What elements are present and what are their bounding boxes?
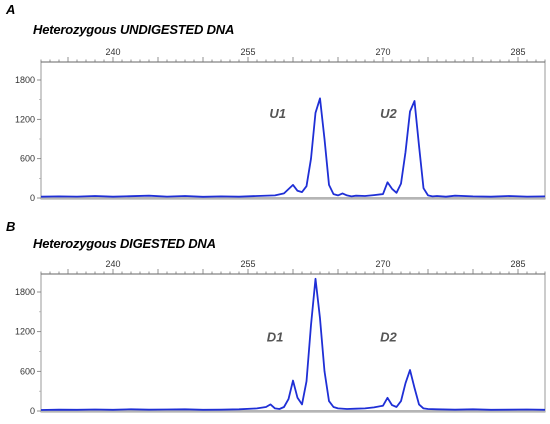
chart-b-y-tick-label: 600 <box>20 366 35 376</box>
chart-a-y-tick-label: 600 <box>20 154 35 164</box>
chart-a-x-tick-label: 285 <box>510 47 525 57</box>
chart-a-y-tick-label: 1200 <box>15 114 35 124</box>
chart-b-series-trace <box>40 277 546 411</box>
chart-b-x-tick-label: 285 <box>510 259 525 269</box>
chart-a-peak-label: U1 <box>269 106 286 121</box>
chart-b-frame <box>40 273 546 413</box>
chart-b-peak-label: D2 <box>380 330 397 345</box>
panel-a-label: A <box>6 2 16 17</box>
chart-a-x-tick-label: 240 <box>105 47 120 57</box>
chart-a-y-tick-label: 0 <box>30 193 35 203</box>
chart-b-peak-label: D1 <box>267 330 284 345</box>
chart-b-y-tick-label: 0 <box>30 406 35 416</box>
chart-a-series-trace <box>40 97 546 198</box>
panel-b-label: B <box>6 219 16 234</box>
panel-a-title: Heterozygous UNDIGESTED DNA <box>33 22 235 37</box>
chart-b-x-tick-label: 240 <box>105 259 120 269</box>
chart-b-y-tick-label: 1200 <box>15 327 35 337</box>
chart-a-electropherogram: 240 255 270 285 0 600 1200 1800 U1 U2 <box>15 46 546 203</box>
chart-a-x-tick-label: 270 <box>375 47 390 57</box>
panel-b-title: Heterozygous DIGESTED DNA <box>33 236 216 251</box>
chart-b-x-tick-label: 270 <box>375 259 390 269</box>
chart-b-top-axis-band <box>41 258 545 274</box>
chart-b-x-tick-label: 255 <box>240 259 255 269</box>
chart-a-top-axis-band <box>41 46 545 62</box>
chart-a-x-tick-label: 255 <box>240 47 255 57</box>
chart-b-electropherogram: 240 255 270 285 0 600 1200 1800 D1 D2 <box>15 258 546 416</box>
chart-a-y-tick-label: 1800 <box>15 75 35 85</box>
chart-b-y-tick-label: 1800 <box>15 287 35 297</box>
chart-a-frame <box>40 61 546 200</box>
chart-a-peak-label: U2 <box>380 106 397 121</box>
